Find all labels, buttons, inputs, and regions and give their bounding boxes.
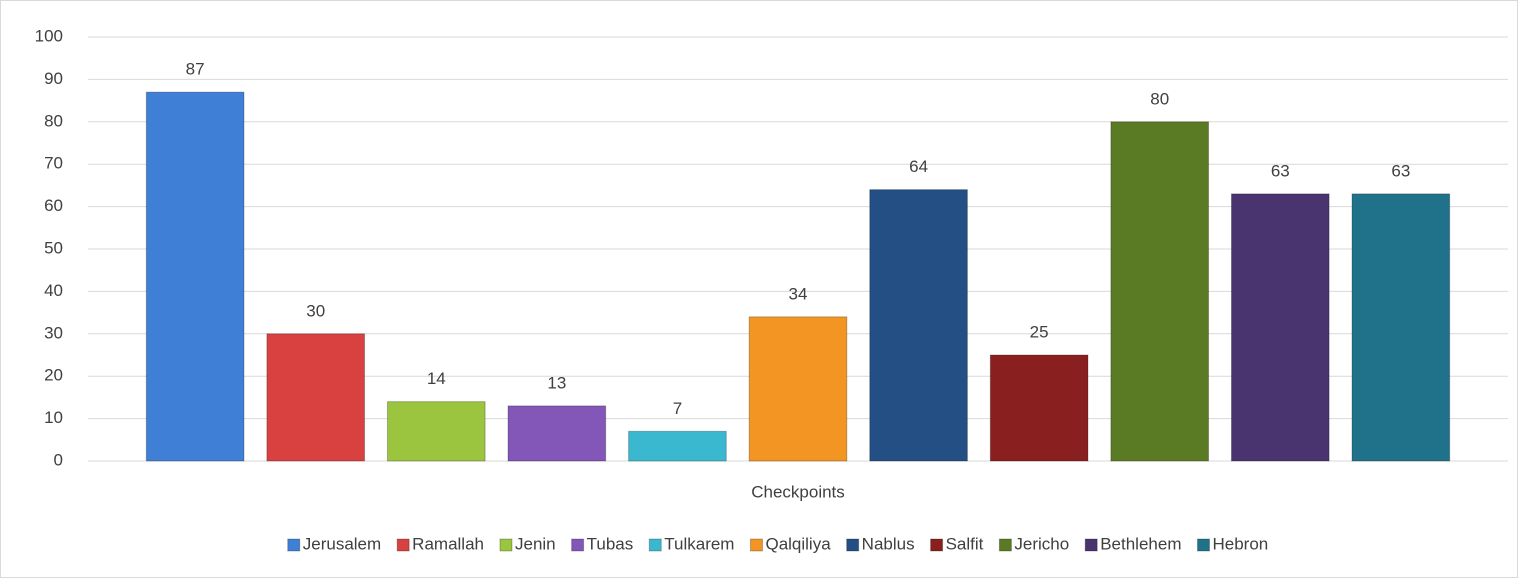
data-label: 13 [547,373,566,392]
y-tick-label: 20 [44,366,63,385]
legend-swatch [1084,538,1098,552]
y-tick-label: 40 [44,281,63,300]
data-label: 63 [1391,161,1410,180]
y-tick-label: 70 [44,154,63,173]
legend-swatch [930,538,944,552]
y-tick-label: 10 [44,408,63,427]
bar [1351,193,1451,462]
data-label: 7 [673,399,682,418]
bar [386,401,486,462]
legend-swatch [749,538,763,552]
bar [145,91,245,462]
data-label: 30 [306,301,325,320]
data-label: 63 [1271,161,1290,180]
legend-label: Ramallah [412,534,484,553]
legend-label: Jerusalem [303,534,381,553]
data-label: 34 [789,284,808,303]
bar [628,430,727,462]
legend-label: Nablus [862,534,915,553]
data-label: 64 [909,157,928,176]
bar [989,354,1089,462]
data-label: 87 [186,60,205,79]
bar [1110,121,1210,462]
x-axis-label: Checkpoints [751,482,845,501]
y-tick-label: 80 [44,111,63,130]
bar [1230,193,1330,462]
data-label: 14 [427,369,446,388]
y-tick-label: 60 [44,196,63,215]
bar [748,316,848,462]
legend-swatch [998,538,1012,552]
y-tick-label: 0 [54,450,63,469]
bar [266,333,366,462]
legend-swatch [499,538,513,552]
legend-label: Qalqiliya [765,534,831,553]
legend-swatch [287,538,301,552]
legend-label: Jenin [515,534,556,553]
y-tick-label: 90 [44,69,63,88]
y-tick-label: 50 [44,238,63,257]
legend-label: Bethlehem [1100,534,1181,553]
y-tick-label: 100 [35,26,63,45]
legend-swatch [648,538,662,552]
bar [869,189,968,462]
legend-label: Hebron [1212,534,1268,553]
legend-swatch [846,538,860,552]
legend-label: Salfit [946,534,984,553]
legend-swatch [396,538,410,552]
y-tick-label: 30 [44,323,63,342]
legend-swatch [571,538,585,552]
bar [507,405,607,462]
legend-label: Tulkarem [664,534,734,553]
legend-label: Tubas [587,534,634,553]
data-label: 25 [1030,322,1049,341]
legend-swatch [1196,538,1210,552]
data-label: 80 [1150,89,1169,108]
legend-label: Jericho [1014,534,1069,553]
